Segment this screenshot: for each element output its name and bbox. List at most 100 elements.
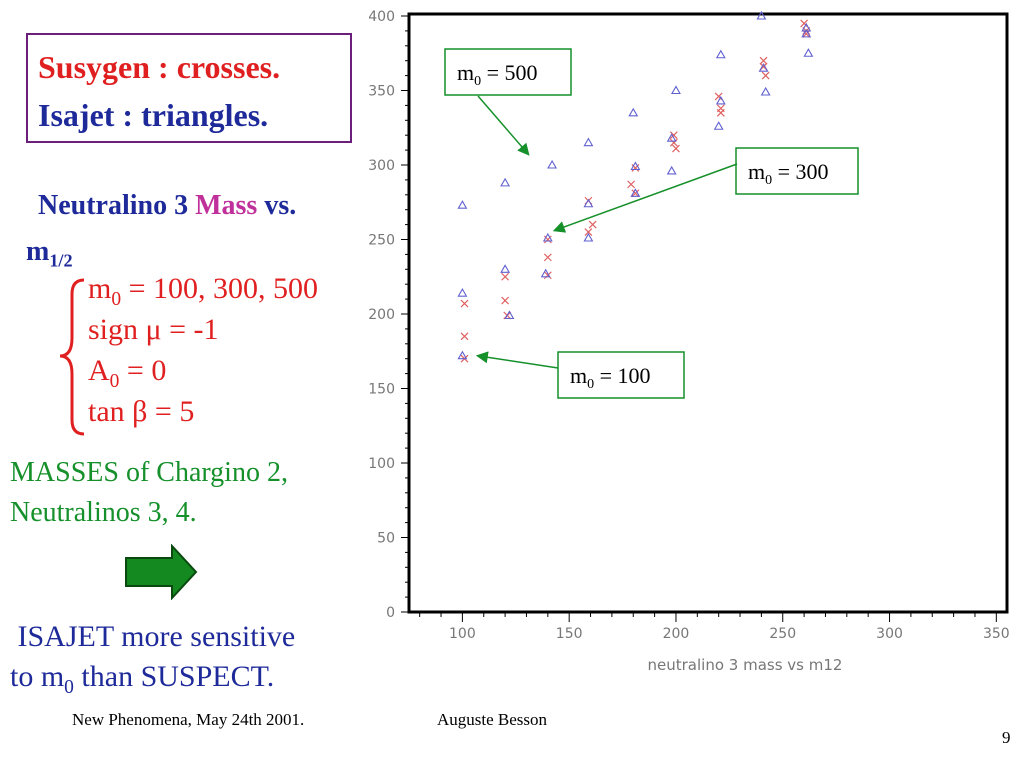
footer-author: Auguste Besson [437, 710, 548, 729]
annotation-box [557, 351, 685, 399]
scatter-chart: 0 50 100 150 200 250 300 350 400 100 150 200 250 300 3… [368, 9, 1009, 674]
slide-subtitle: Neutralino 3 Mass vs. [38, 190, 296, 222]
susygen-cross-point [761, 71, 770, 80]
legend-crosses-label: Susygen : crosses. [38, 49, 281, 85]
page-number: 9 [1002, 728, 1011, 747]
annotation-arrow [475, 351, 559, 369]
param-sign-main: sign μ = -1 [88, 313, 219, 346]
isajet-triangle-point [758, 63, 769, 72]
subtitle-mass: Mass [195, 190, 258, 221]
isajet-triangle-point [457, 200, 468, 209]
conclusion-line1: ISAJET more sensitive [10, 620, 296, 653]
susygen-cross-point [501, 272, 510, 281]
isajet-triangle-point [500, 177, 511, 187]
right-arrow-icon [125, 544, 198, 600]
y-tick-label: 150 [368, 382, 395, 398]
isajet-triangle-point [630, 188, 641, 197]
y-tick-label: 350 [368, 84, 395, 100]
param-sign-mu: sign μ = -1 [88, 313, 219, 347]
conclusion-text: ISAJET more sensitive to m0 than SUSPECT… [10, 617, 295, 708]
susygen-cross-point [588, 220, 597, 229]
isajet-triangle-point [671, 85, 681, 95]
legend-box: Susygen : crosses. Isajet : triangles. [26, 33, 352, 143]
x-tick-label: 200 [663, 626, 690, 642]
susygen-cross-point [543, 253, 552, 262]
susygen-cross-point [759, 56, 768, 65]
isajet-triangle-point [547, 159, 558, 169]
susygen-cross-point [802, 29, 811, 38]
conclusion-post: than SUSPECT. [73, 660, 275, 693]
param-a0: A0 = 0 [88, 354, 166, 393]
susygen-cross-point [631, 189, 640, 198]
subtitle-part1: Neutralino 3 [38, 190, 196, 221]
annotation-label: m0 = 100 [570, 363, 651, 392]
y-tick-label: 400 [368, 9, 395, 25]
isajet-triangle-point [542, 232, 553, 242]
x-tick-label: 300 [876, 626, 903, 642]
isajet-triangle-point [457, 288, 468, 297]
y-tick-label: 100 [368, 456, 395, 472]
param-a0-main: A [88, 354, 110, 387]
masses-line1: MASSES of Chargino 2, [10, 457, 288, 488]
footer-event: New Phenomena, May 24th 2001. [72, 710, 305, 729]
susygen-cross-point [543, 235, 552, 244]
x-tick-label: 250 [769, 626, 796, 642]
susygen-cross-point [716, 108, 725, 117]
annotation-label: m0 = 300 [748, 159, 829, 188]
susygen-cross-point [460, 332, 469, 341]
data-points [457, 10, 814, 363]
susygen-cross-point [631, 164, 640, 172]
conclusion-line2: to m0 than SUSPECT. [10, 657, 295, 708]
isajet-triangle-point [583, 232, 594, 242]
isajet-triangle-point [504, 310, 515, 320]
masses-line2: Neutralinos 3, 4. [10, 497, 197, 528]
isajet-triangle-point [760, 86, 771, 96]
y-tick-label: 250 [368, 233, 395, 249]
isajet-triangle-point [540, 268, 551, 278]
x-tick-label: 350 [983, 626, 1010, 642]
param-a0-sub: 0 [109, 370, 120, 392]
isajet-triangle-point [715, 95, 726, 105]
annotations: m0 = 500 m0 = 300 m0 = 100 [444, 48, 859, 399]
annotation-label: m0 = 500 [457, 60, 538, 89]
susygen-cross-point [627, 180, 636, 189]
isajet-triangle-point [583, 198, 594, 208]
y-tick-label: 200 [368, 307, 395, 323]
param-a0-rest: = 0 [119, 354, 167, 387]
susygen-cross-point [501, 296, 510, 305]
isajet-triangle-point [666, 133, 677, 142]
isajet-triangle-point [713, 121, 724, 130]
susygen-cross-point [460, 299, 469, 308]
legend-triangles-label: Isajet : triangles. [38, 97, 269, 133]
isajet-triangle-point [803, 48, 814, 57]
isajet-triangle-point [756, 10, 767, 20]
annotation-box [444, 48, 572, 96]
conclusion-pre: to m [10, 660, 65, 693]
param-tan-main: tan β = 5 [88, 395, 195, 428]
axes: 0 50 100 150 200 250 300 350 400 100 150 200 250 300 3… [368, 9, 1009, 642]
subtitle-m-half: m1/2 [26, 236, 73, 271]
isajet-triangle-point [630, 161, 641, 171]
isajet-triangle-point [801, 28, 812, 38]
isajet-triangle-point [715, 49, 726, 59]
brace-icon [59, 278, 85, 436]
isajet-triangle-point [583, 137, 594, 147]
susygen-cross-point [672, 144, 680, 153]
param-m0-sub: 0 [111, 288, 122, 310]
param-m0: m0 = 100, 300, 500 [88, 272, 318, 311]
x-tick-label: 100 [449, 626, 476, 642]
susygen-cross-point [584, 228, 593, 236]
susygen-cross-point [669, 131, 678, 140]
susygen-cross-point [800, 19, 809, 28]
plot-frame [407, 12, 1009, 614]
x-tick-label: 150 [556, 626, 583, 642]
param-m0-rest: = 100, 300, 500 [121, 272, 319, 305]
isajet-triangle-point [628, 107, 639, 117]
param-m0-main: m [88, 272, 112, 305]
susygen-cross-point [543, 271, 552, 280]
y-tick-label: 300 [368, 158, 395, 174]
subtitle-part2: vs. [257, 190, 297, 221]
y-tick-label: 0 [386, 605, 395, 621]
annotation-box [735, 147, 859, 195]
x-axis-label: neutralino 3 mass vs m12 [648, 656, 843, 674]
